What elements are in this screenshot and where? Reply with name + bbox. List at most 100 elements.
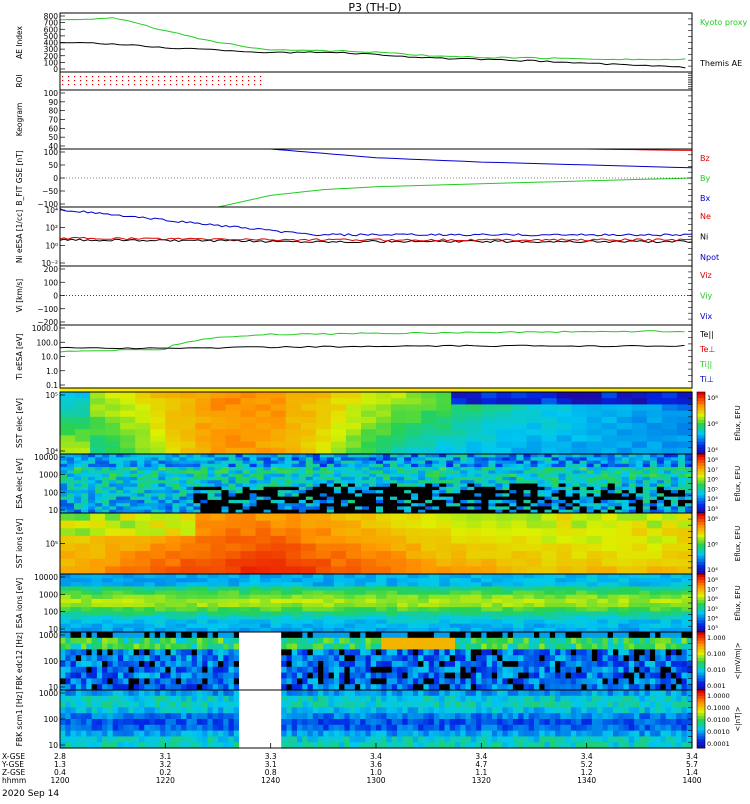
spectrogram-cell xyxy=(284,480,293,485)
spectrogram-cell xyxy=(302,643,309,650)
spectrogram-cell xyxy=(481,611,493,616)
spectrogram-cell xyxy=(390,503,398,508)
spectrogram-cell xyxy=(407,655,414,662)
spectrogram-cell xyxy=(607,678,614,685)
spectrogram-cell xyxy=(347,509,356,514)
spectrogram-cell xyxy=(678,476,686,481)
spectrogram-cell xyxy=(376,661,382,668)
spectrogram-cell xyxy=(439,503,447,508)
spectrogram-cell xyxy=(340,483,349,488)
spectrogram-cell xyxy=(75,690,82,697)
spectrogram-cell xyxy=(572,486,581,491)
spectrogram-cell xyxy=(439,493,447,498)
spectrogram-cell xyxy=(607,684,614,691)
spectrogram-cell xyxy=(677,543,693,552)
spectrogram-cell xyxy=(112,615,124,621)
spectrogram-cell xyxy=(254,690,261,697)
spectrogram-cell xyxy=(539,684,546,691)
spectrogram-cell xyxy=(644,678,651,685)
spectrogram-cell xyxy=(439,672,446,679)
spectrogram-cell xyxy=(446,480,454,485)
spectrogram-cell xyxy=(677,528,693,537)
spectrogram-cell xyxy=(391,441,407,449)
spectrogram-cell xyxy=(318,736,324,743)
spectrogram-cell xyxy=(460,603,472,608)
spectrogram-cell xyxy=(133,678,140,685)
spectrogram-cell xyxy=(390,496,398,501)
spectrogram-cell xyxy=(439,594,451,600)
spectrogram-cell xyxy=(307,678,314,685)
spectrogram-cell xyxy=(376,496,384,501)
spectrogram-cell xyxy=(305,470,314,475)
spectrogram-cell xyxy=(105,392,121,399)
spectrogram-cell xyxy=(312,598,324,604)
spectrogram-cell xyxy=(421,566,437,575)
spectrogram-cell xyxy=(576,590,588,596)
spectrogram-cell xyxy=(228,655,235,662)
spectrogram-cell xyxy=(286,701,293,708)
spectrogram-cell xyxy=(260,603,272,608)
spectrogram-cell xyxy=(365,623,377,629)
spectrogram-cell xyxy=(186,582,198,587)
spectrogram-cell xyxy=(260,578,272,583)
spectrogram-cell xyxy=(686,643,693,650)
spectrogram-cell xyxy=(133,719,140,726)
spectrogram-cell xyxy=(656,463,665,468)
spectrogram-cell xyxy=(102,506,110,511)
spectrogram-cell xyxy=(165,490,173,494)
spectrogram-cell xyxy=(307,632,314,639)
spectrogram-cell xyxy=(586,470,595,475)
spectrogram-cell xyxy=(180,398,196,405)
spectrogram-cell xyxy=(228,695,235,703)
spectrogram-cell xyxy=(242,480,251,485)
spectrogram-cell xyxy=(200,490,208,494)
spectrogram-cell xyxy=(179,454,187,458)
spectrogram-cell xyxy=(586,623,598,629)
spectrogram-cell xyxy=(634,655,640,662)
spectrogram-cell xyxy=(91,598,103,604)
spectrogram-cell xyxy=(95,496,103,501)
spectrogram-cell xyxy=(312,574,324,579)
spectrogram-cell xyxy=(186,490,194,494)
spectrogram-cell xyxy=(496,447,512,455)
spectrogram-cell xyxy=(109,457,117,462)
spectrogram-cell xyxy=(60,467,68,471)
spectrogram-cell xyxy=(586,607,598,612)
spectrogram-cell xyxy=(196,623,208,629)
spectrogram-cell xyxy=(207,574,219,579)
spectrogram-cell xyxy=(196,611,208,616)
spectrogram-cell xyxy=(597,590,609,596)
spectrogram-cell xyxy=(555,655,561,662)
spectrogram-cell xyxy=(665,672,672,679)
spectrogram-cell xyxy=(523,454,532,458)
spectrogram-cell xyxy=(244,719,251,726)
spectrogram-cell xyxy=(369,509,377,514)
spectrogram-cell xyxy=(572,473,581,478)
spectrogram-cell xyxy=(439,678,446,685)
spectrogram-cell xyxy=(179,473,187,478)
spectrogram-cell xyxy=(607,594,619,600)
spectrogram-cell xyxy=(370,666,377,674)
spectrogram-cell xyxy=(362,499,370,504)
spectrogram-cell xyxy=(254,695,261,703)
spectrogram-cell xyxy=(275,701,282,708)
spectrogram-cell xyxy=(495,473,503,478)
spectrogram-cell xyxy=(175,598,187,604)
spectrogram-cell xyxy=(107,666,114,674)
spectrogram-cell xyxy=(670,463,679,468)
spectrogram-cell xyxy=(275,713,282,720)
spectrogram-cell xyxy=(144,480,152,485)
spectrogram-cell xyxy=(193,509,201,514)
spectrogram-cell xyxy=(460,643,467,650)
spectrogram-cell xyxy=(354,590,366,596)
spectrogram-cell xyxy=(312,582,324,587)
spectrogram-cell xyxy=(207,578,219,583)
spectrogram-cell xyxy=(315,558,332,567)
spectrogram-cell xyxy=(207,473,216,478)
spectrogram-cell xyxy=(639,661,646,668)
spectrogram-cell xyxy=(495,470,503,475)
spectrogram-cell xyxy=(460,463,468,468)
spectrogram-cell xyxy=(196,643,203,650)
spectrogram-cell xyxy=(661,543,678,552)
spectrogram-cell xyxy=(90,447,106,455)
